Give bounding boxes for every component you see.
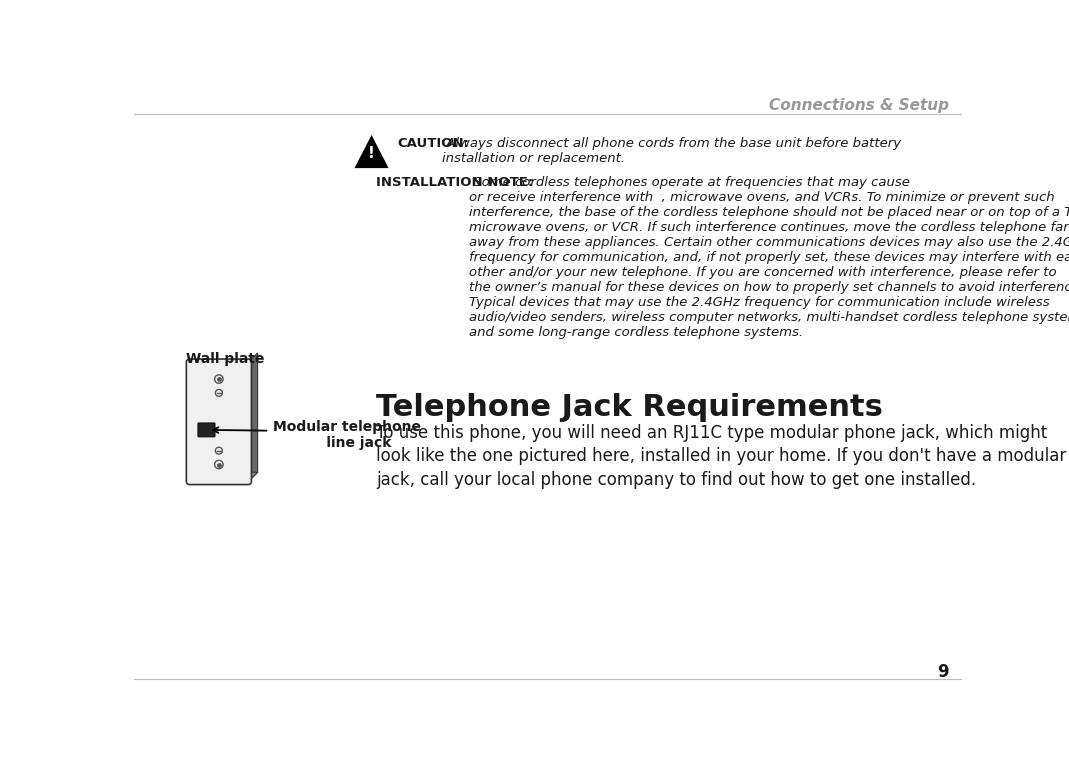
Polygon shape (248, 353, 258, 482)
Text: Connections & Setup: Connections & Setup (769, 98, 949, 113)
Text: Wall plate: Wall plate (186, 352, 265, 366)
Text: 9: 9 (938, 662, 949, 681)
Polygon shape (189, 472, 258, 482)
FancyBboxPatch shape (198, 423, 215, 437)
FancyBboxPatch shape (186, 359, 251, 485)
Polygon shape (355, 135, 389, 168)
Text: CAUTION:: CAUTION: (397, 137, 469, 150)
Text: Modular telephone
     line jack: Modular telephone line jack (273, 420, 421, 450)
Text: INSTALLATION NOTE:: INSTALLATION NOTE: (376, 176, 533, 189)
Text: Telephone Jack Requirements: Telephone Jack Requirements (376, 393, 883, 422)
Text: Some cordless telephones operate at frequencies that may cause
or receive interf: Some cordless telephones operate at freq… (469, 176, 1069, 339)
Text: Always disconnect all phone cords from the base unit before battery
installation: Always disconnect all phone cords from t… (443, 137, 901, 164)
Text: To use this phone, you will need an RJ11C type modular phone jack, which might
l: To use this phone, you will need an RJ11… (376, 424, 1067, 489)
Text: !: ! (368, 147, 375, 161)
